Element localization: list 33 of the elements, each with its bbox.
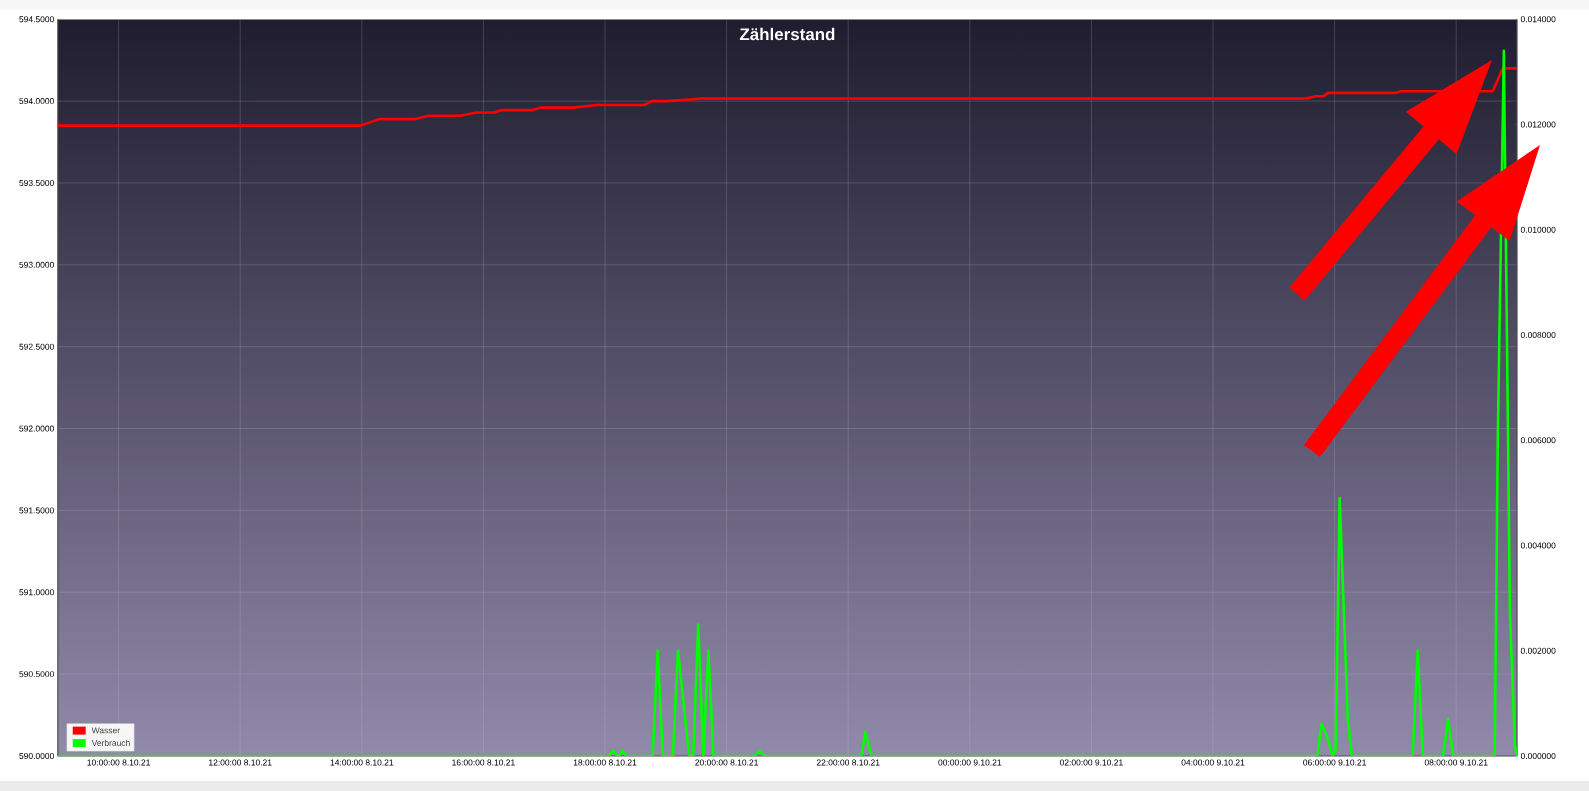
chart-title: Zählerstand	[739, 27, 835, 41]
y2-tick-label: 0.012000	[1520, 121, 1556, 128]
legend-label: Wasser	[91, 727, 120, 734]
y-tick-label: 592.0000	[19, 425, 54, 432]
x-tick-label: 20:00:00 8.10.21	[695, 759, 758, 766]
x-tick-label: 18:00:00 8.10.21	[573, 759, 637, 766]
y2-tick-label: 0.014000	[1520, 16, 1556, 23]
x-tick-label: 08:00:00 9.10.21	[1424, 759, 1488, 766]
y-tick-label: 590.5000	[19, 671, 54, 678]
y2-tick-label: 0.010000	[1520, 226, 1556, 233]
y-tick-label: 593.0000	[19, 261, 54, 268]
y2-tick-label: 0.008000	[1520, 331, 1556, 338]
y2-tick-label: 0.000000	[1520, 752, 1556, 759]
y2-tick-label: 0.006000	[1520, 437, 1556, 444]
y-tick-label: 593.5000	[19, 179, 54, 186]
x-tick-label: 06:00:00 9.10.21	[1303, 759, 1366, 766]
y-tick-label: 594.0000	[19, 98, 54, 105]
x-tick-label: 16:00:00 8.10.21	[452, 759, 515, 766]
y2-tick-label: 0.002000	[1520, 647, 1556, 654]
x-tick-label: 02:00:00 9.10.21	[1059, 759, 1123, 766]
y-tick-label: 590.0000	[19, 752, 54, 759]
y-tick-label: 591.5000	[19, 507, 54, 514]
x-tick-label: 04:00:00 9.10.21	[1181, 759, 1245, 766]
legend-label: Verbrauch	[91, 739, 130, 746]
y-tick-label: 594.5000	[19, 16, 54, 23]
y-tick-label: 592.5000	[19, 343, 54, 350]
x-tick-label: 00:00:00 9.10.21	[938, 759, 1002, 766]
x-tick-label: 12:00:00 8.10.21	[209, 759, 272, 766]
x-tick-label: 10:00:00 8.10.21	[87, 759, 150, 766]
y-tick-label: 591.0000	[19, 589, 54, 596]
x-tick-label: 14:00:00 8.10.21	[330, 759, 394, 766]
x-tick-label: 22:00:00 8.10.21	[816, 759, 880, 766]
y2-tick-label: 0.004000	[1520, 542, 1556, 549]
